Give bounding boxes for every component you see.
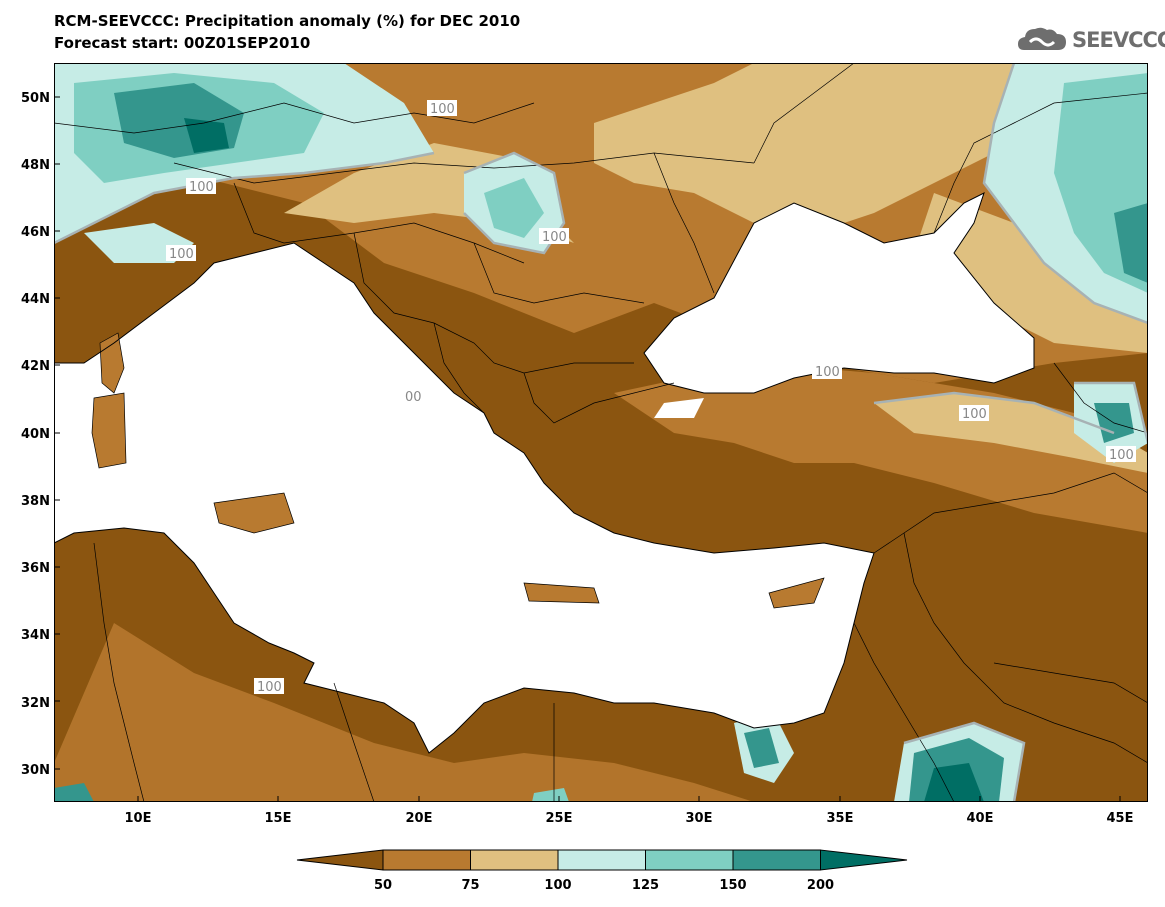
wet-strong-caspian (1114, 203, 1148, 283)
cloud-icon (1018, 27, 1066, 50)
contour-label: 100 (962, 407, 987, 422)
contour-label: 100 (1109, 448, 1134, 463)
forecast-start-subtitle: Forecast start: 00Z01SEP2010 (54, 34, 311, 52)
wet-sinai (744, 728, 779, 768)
lat-tick-label: 50N (21, 91, 50, 106)
cyprus (768, 577, 825, 609)
color-legend (296, 849, 908, 871)
legend-swatch-0 (296, 849, 384, 871)
contour-label: 100 (257, 680, 282, 695)
lon-tick-label: 20E (406, 811, 433, 826)
mediterranean-sea (54, 243, 874, 753)
lat-tick-label: 42N (21, 359, 50, 374)
wet-extreme-central-europe (184, 118, 229, 153)
lon-tick-label: 35E (827, 811, 854, 826)
axis-ticks (54, 96, 1121, 802)
dry-zone-africa (54, 623, 754, 802)
legend-swatch-2 (470, 849, 559, 871)
lon-tick-label: 25E (546, 811, 573, 826)
lat-tick-label: 32N (21, 696, 50, 711)
lat-tick-label: 44N (21, 292, 50, 307)
legend-label: 150 (719, 878, 746, 893)
contour-label: 100 (542, 230, 567, 245)
coastline-north (54, 242, 875, 554)
contour-label: 100 (815, 365, 840, 380)
contour-label: 100 (189, 180, 214, 195)
sardinia (91, 392, 127, 469)
lat-axis: 50N 48N 46N 44N 42N 40N 38N 36N 34N 32N … (21, 91, 50, 778)
legend-label: 200 (807, 878, 834, 893)
lon-tick-label: 45E (1107, 811, 1134, 826)
lat-tick-label: 38N (21, 494, 50, 509)
sicily (213, 492, 295, 534)
lat-tick-label: 34N (21, 628, 50, 643)
legend-label: 50 (374, 878, 392, 893)
wet-libya-coast (532, 788, 569, 802)
lat-tick-label: 36N (21, 561, 50, 576)
logo-text: SEEVCCC (1072, 28, 1165, 52)
coastline-south (54, 527, 875, 754)
light-dry-pontic (874, 393, 1148, 473)
lat-tick-label: 30N (21, 763, 50, 778)
wet-corner-sw (54, 783, 94, 802)
black-sea-coastline (643, 192, 1035, 394)
sea-of-marmara (654, 398, 704, 418)
lon-axis: 10E 15E 20E 25E 30E 35E 40E 45E (125, 811, 1134, 826)
legend-labels: 50 75 100 125 150 200 (374, 878, 834, 893)
contour-label: 100 (430, 102, 455, 117)
contour-100 (54, 63, 1148, 802)
lat-tick-label: 40N (21, 427, 50, 442)
lon-tick-label: 15E (265, 811, 292, 826)
map-title: RCM-SEEVCCC: Precipitation anomaly (%) f… (54, 12, 521, 30)
legend-swatch-5 (732, 849, 821, 871)
light-dry-russia (914, 193, 1148, 353)
legend-swatch-6 (820, 849, 908, 871)
black-sea (644, 193, 1034, 393)
legend-swatch-3 (557, 849, 646, 871)
legend-label: 75 (461, 878, 479, 893)
lon-tick-label: 30E (686, 811, 713, 826)
precipitation-map: 100 100 100 100 100 100 100 00 100 (54, 63, 1148, 802)
country-borders (54, 63, 1148, 802)
lon-tick-label: 10E (125, 811, 152, 826)
legend-label: 100 (544, 878, 571, 893)
lat-tick-label: 48N (21, 158, 50, 173)
contour-label: 00 (405, 390, 422, 405)
contour-label: 100 (169, 247, 194, 262)
lon-tick-label: 40E (967, 811, 994, 826)
contour-labels: 100 100 100 100 100 100 100 00 100 (166, 100, 1136, 695)
crete (523, 582, 600, 604)
wet-pannonia (484, 178, 544, 238)
seevccc-logo: SEEVCCC (1016, 22, 1165, 56)
lat-tick-label: 46N (21, 225, 50, 240)
legend-swatch-1 (382, 849, 471, 871)
legend-swatch-4 (645, 849, 734, 871)
legend-label: 125 (632, 878, 659, 893)
